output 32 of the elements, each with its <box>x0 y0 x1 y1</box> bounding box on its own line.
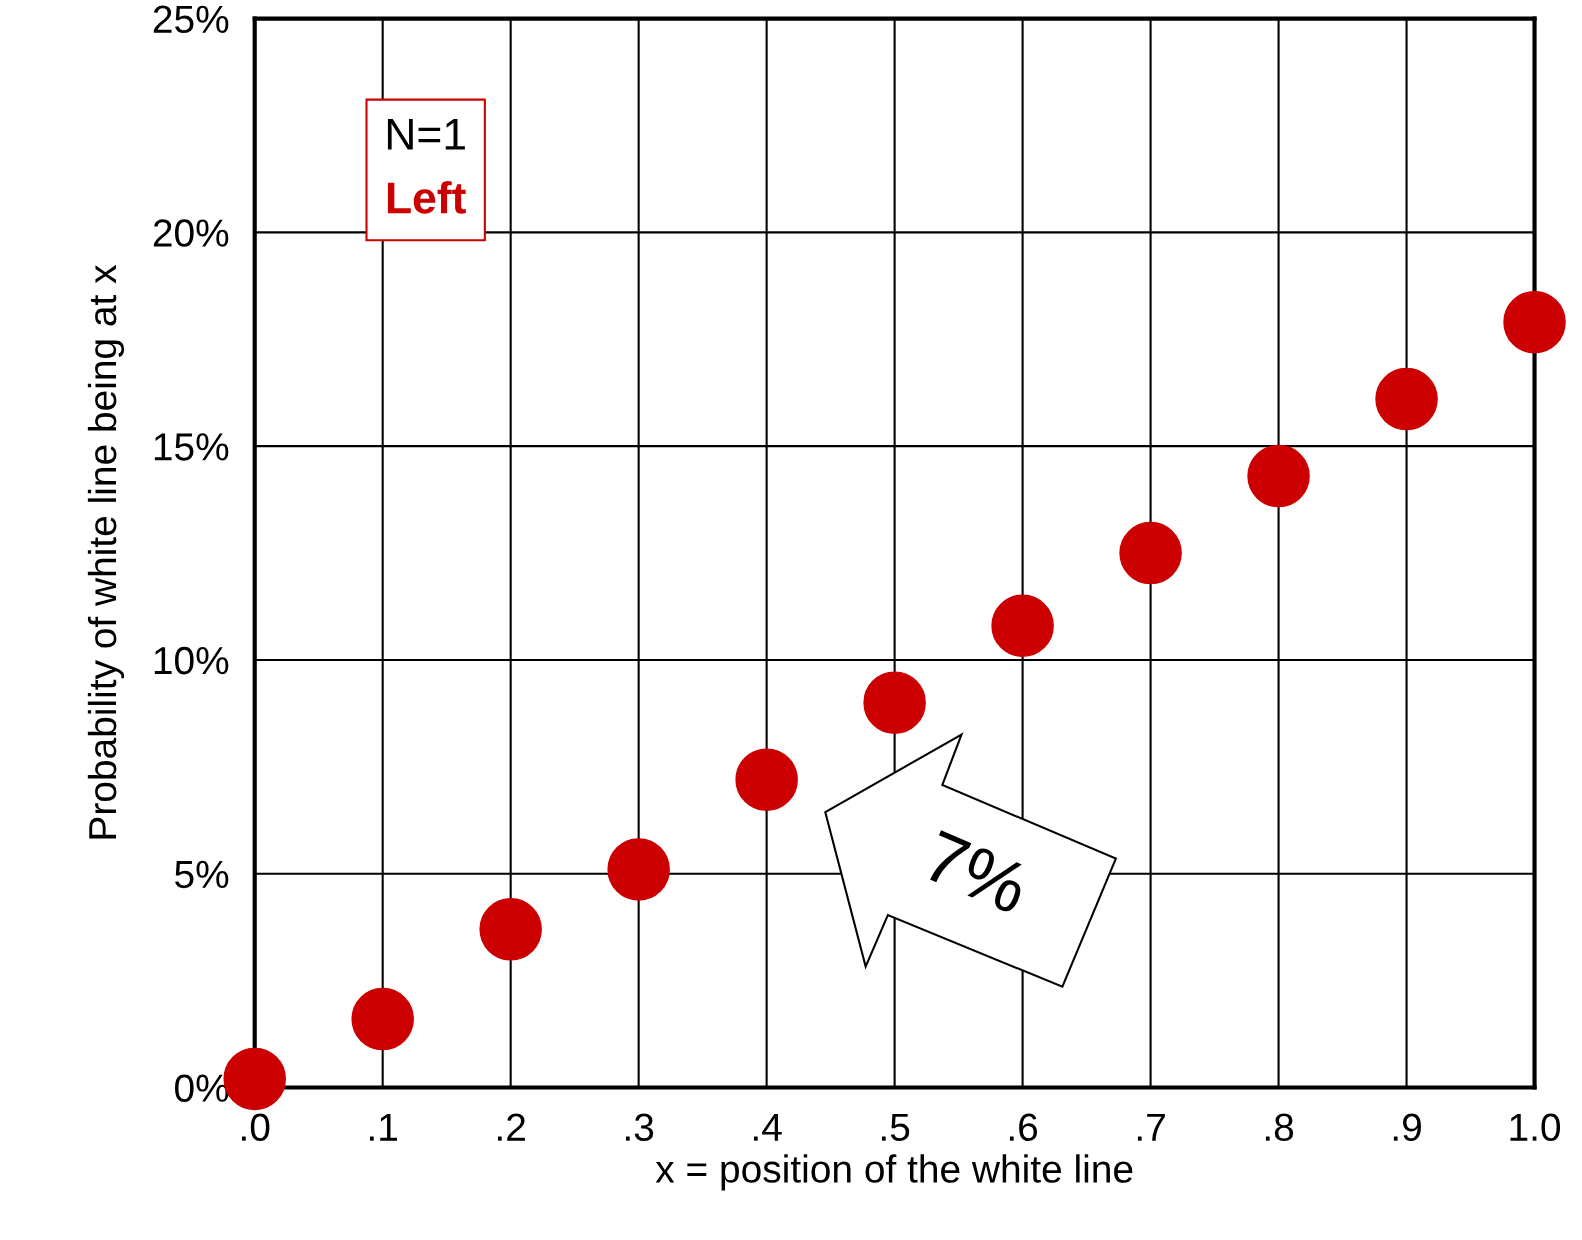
x-tick-label: .8 <box>1265 1113 1294 1142</box>
annotation: 7% <box>921 829 1032 915</box>
y-tick-label: 20% <box>153 219 229 247</box>
x-axis-title: x = position of the white line <box>655 1154 1133 1191</box>
x-tick-label: .9 <box>1393 1113 1421 1142</box>
x-tick-label: .3 <box>625 1113 654 1142</box>
text: Left <box>387 181 466 214</box>
point <box>1503 290 1566 354</box>
point <box>1375 367 1438 431</box>
y-tick-label: 0% <box>175 1074 229 1102</box>
point <box>735 748 798 811</box>
point <box>351 987 414 1051</box>
point <box>1247 444 1310 508</box>
x-tick-label: .0 <box>242 1113 270 1142</box>
y-tick-label: 5% <box>175 860 229 889</box>
x-tick-label: 1.0 <box>1510 1113 1561 1142</box>
y-tick-label: 10% <box>154 646 229 675</box>
legend-title: N=1 <box>387 119 465 150</box>
x-tick-label: .5 <box>881 1113 910 1142</box>
point <box>607 838 670 901</box>
x-tick-label: .6 <box>1009 1113 1038 1142</box>
x-tick-label: .4 <box>753 1113 782 1141</box>
y-axis-title: Probability of white line being at x <box>87 264 125 839</box>
x-tick-label: .1 <box>370 1113 398 1141</box>
y-tick-label: 25% <box>153 5 229 34</box>
x-tick-label: .7 <box>1137 1113 1165 1141</box>
point <box>863 671 926 734</box>
x-tick-label: .2 <box>498 1113 525 1141</box>
point <box>479 898 542 961</box>
y-tick-label: 15% <box>154 433 229 461</box>
point <box>1119 521 1182 585</box>
point <box>991 594 1054 657</box>
